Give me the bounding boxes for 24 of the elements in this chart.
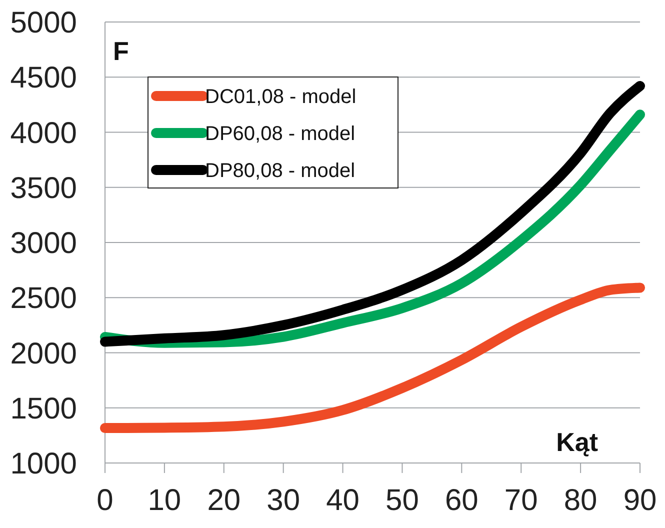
x-tick-label: 40 [326,484,360,517]
legend-label: DP80,08 - model [205,160,356,182]
x-tick-label: 50 [386,484,419,517]
legend-label: DC01,08 - model [205,86,356,108]
y-tick-label: 3000 [10,227,77,260]
x-tick-label: 80 [564,484,598,517]
y-tick-label: 4000 [10,116,77,150]
x-tick-label: 60 [444,484,478,517]
x-tick-label: 10 [148,484,182,517]
y-axis-title: F [113,36,129,66]
x-tick-label: 30 [266,484,300,517]
y-tick-label: 2000 [10,337,77,370]
y-tick-label: 1500 [10,392,77,426]
x-tick-label: 90 [623,484,657,517]
x-tick-label: 70 [504,484,538,517]
y-tick-label: 5000 [10,6,77,40]
y-tick-label: 2500 [10,282,77,316]
y-tick-label: 4500 [10,62,77,95]
y-tick-label: 1000 [10,448,77,480]
x-tick-label: 0 [96,484,114,517]
x-tick-label: 20 [207,484,241,517]
y-tick-label: 3500 [10,172,77,205]
x-axis-title: Kąt [556,427,598,457]
legend-label: DP60,08 - model [205,123,356,145]
